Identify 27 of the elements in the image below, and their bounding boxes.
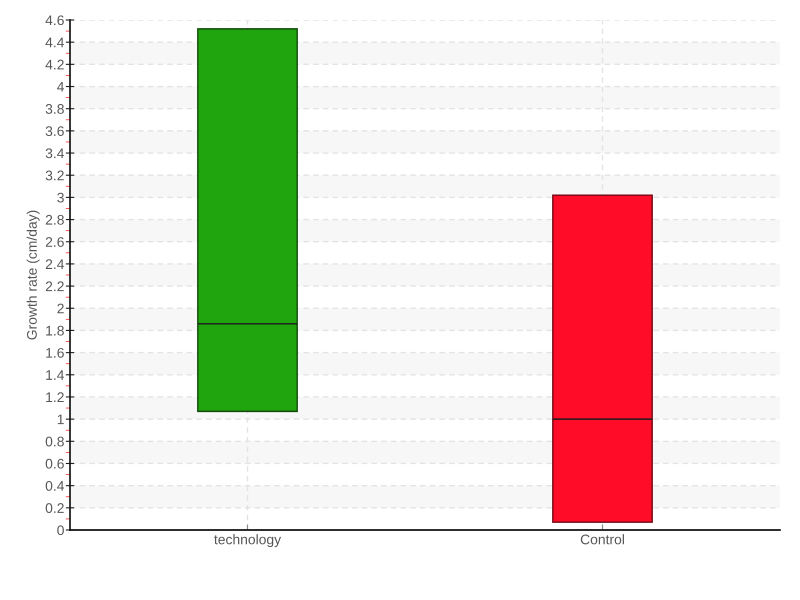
y-tick-label: 0 [57, 525, 64, 536]
y-tick-label: 1 [58, 414, 64, 424]
y-tick-label: 2 [57, 304, 64, 314]
y-tick-label: 2.8 [46, 214, 64, 225]
y-tick-label: 0.4 [46, 480, 64, 491]
x-tick-label: technology [214, 534, 282, 548]
y-tick-label: 4 [57, 82, 64, 92]
y-tick-label: 0.2 [46, 503, 64, 513]
y-axis-title: Growth rate (cm/day) [26, 210, 40, 340]
y-tick-label: 1.6 [46, 348, 64, 358]
y-tick-label: 1.2 [46, 392, 64, 402]
y-tick-label: 3.6 [46, 126, 64, 136]
y-tick-label: 4.6 [45, 15, 64, 26]
y-tick-label: 3 [57, 192, 64, 203]
y-tick-label: 1.8 [46, 326, 64, 336]
y-tick-label: 2.2 [46, 281, 64, 292]
y-tick-label: 3.2 [46, 170, 64, 180]
y-tick-label: 4.4 [45, 38, 64, 48]
y-tick-label: 1.4 [46, 370, 64, 380]
y-tick-label: 3.8 [46, 104, 64, 114]
y-tick-label: 0.6 [46, 458, 64, 469]
y-tick-label: 2.6 [46, 237, 64, 247]
y-tick-label: 2.4 [46, 259, 64, 269]
y-tick-label: 4.2 [45, 60, 64, 70]
x-tick-label: Control [580, 534, 624, 544]
y-tick-label: 0.8 [46, 436, 64, 446]
y-tick-label: 3.4 [46, 148, 64, 158]
